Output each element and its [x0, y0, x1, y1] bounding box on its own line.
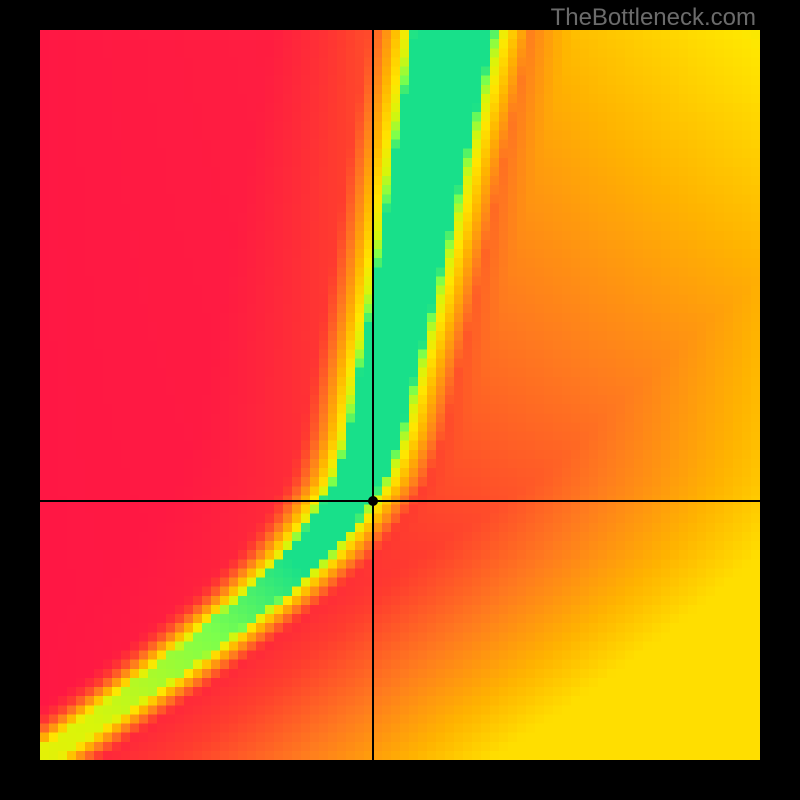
bottleneck-heatmap [40, 30, 760, 760]
crosshair-horizontal [40, 500, 760, 502]
watermark-text: TheBottleneck.com [551, 4, 756, 32]
crosshair-vertical [372, 30, 374, 760]
